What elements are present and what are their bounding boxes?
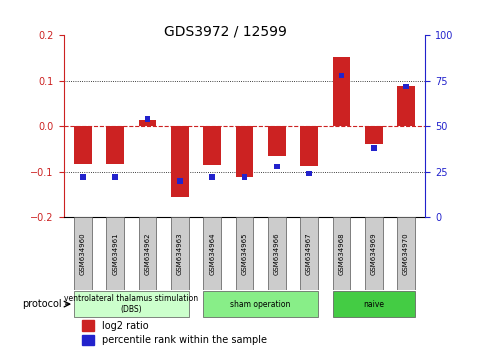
Text: percentile rank within the sample: percentile rank within the sample bbox=[102, 335, 266, 345]
Text: sham operation: sham operation bbox=[230, 299, 290, 309]
FancyBboxPatch shape bbox=[267, 217, 285, 290]
FancyBboxPatch shape bbox=[364, 217, 382, 290]
Bar bbox=[338, 73, 344, 78]
Bar bbox=[364, 126, 382, 143]
Text: GSM634966: GSM634966 bbox=[273, 232, 279, 275]
FancyBboxPatch shape bbox=[74, 291, 188, 317]
Text: naive: naive bbox=[363, 299, 384, 309]
Bar bbox=[267, 126, 285, 156]
Text: ventrolateral thalamus stimulation
(DBS): ventrolateral thalamus stimulation (DBS) bbox=[64, 295, 198, 314]
FancyBboxPatch shape bbox=[203, 217, 221, 290]
FancyBboxPatch shape bbox=[300, 217, 317, 290]
Bar bbox=[139, 120, 156, 126]
FancyBboxPatch shape bbox=[332, 291, 414, 317]
Bar bbox=[81, 320, 94, 331]
Text: GSM634961: GSM634961 bbox=[112, 232, 118, 275]
Bar bbox=[209, 175, 215, 180]
Text: GSM634970: GSM634970 bbox=[402, 232, 408, 275]
Bar bbox=[106, 126, 124, 164]
Text: GSM634960: GSM634960 bbox=[80, 232, 86, 275]
Bar bbox=[112, 175, 118, 180]
Text: GSM634968: GSM634968 bbox=[338, 232, 344, 275]
FancyBboxPatch shape bbox=[203, 291, 317, 317]
Bar bbox=[203, 126, 221, 165]
Bar bbox=[370, 145, 376, 151]
FancyBboxPatch shape bbox=[74, 217, 92, 290]
Bar bbox=[81, 335, 94, 346]
Text: GSM634962: GSM634962 bbox=[144, 232, 150, 275]
Bar bbox=[144, 116, 150, 122]
FancyBboxPatch shape bbox=[171, 217, 188, 290]
Bar bbox=[177, 178, 183, 183]
Bar bbox=[300, 126, 317, 166]
FancyBboxPatch shape bbox=[139, 217, 156, 290]
Bar bbox=[402, 84, 408, 89]
FancyBboxPatch shape bbox=[235, 217, 253, 290]
Bar bbox=[273, 164, 279, 169]
Bar bbox=[396, 86, 414, 126]
Text: GSM634965: GSM634965 bbox=[241, 232, 247, 275]
FancyBboxPatch shape bbox=[106, 217, 124, 290]
Text: GSM634969: GSM634969 bbox=[370, 232, 376, 275]
Text: GSM634967: GSM634967 bbox=[305, 232, 311, 275]
Bar bbox=[171, 126, 188, 197]
Text: GSM634963: GSM634963 bbox=[177, 232, 183, 275]
Text: protocol: protocol bbox=[22, 299, 61, 309]
Text: log2 ratio: log2 ratio bbox=[102, 321, 148, 331]
Bar bbox=[241, 175, 247, 180]
FancyBboxPatch shape bbox=[332, 217, 349, 290]
FancyBboxPatch shape bbox=[396, 217, 414, 290]
Bar bbox=[80, 175, 86, 180]
Bar bbox=[235, 126, 253, 177]
Text: GSM634964: GSM634964 bbox=[209, 232, 215, 275]
Bar bbox=[74, 126, 92, 164]
Bar bbox=[305, 171, 311, 176]
Text: GDS3972 / 12599: GDS3972 / 12599 bbox=[163, 25, 286, 39]
Bar bbox=[332, 57, 349, 126]
